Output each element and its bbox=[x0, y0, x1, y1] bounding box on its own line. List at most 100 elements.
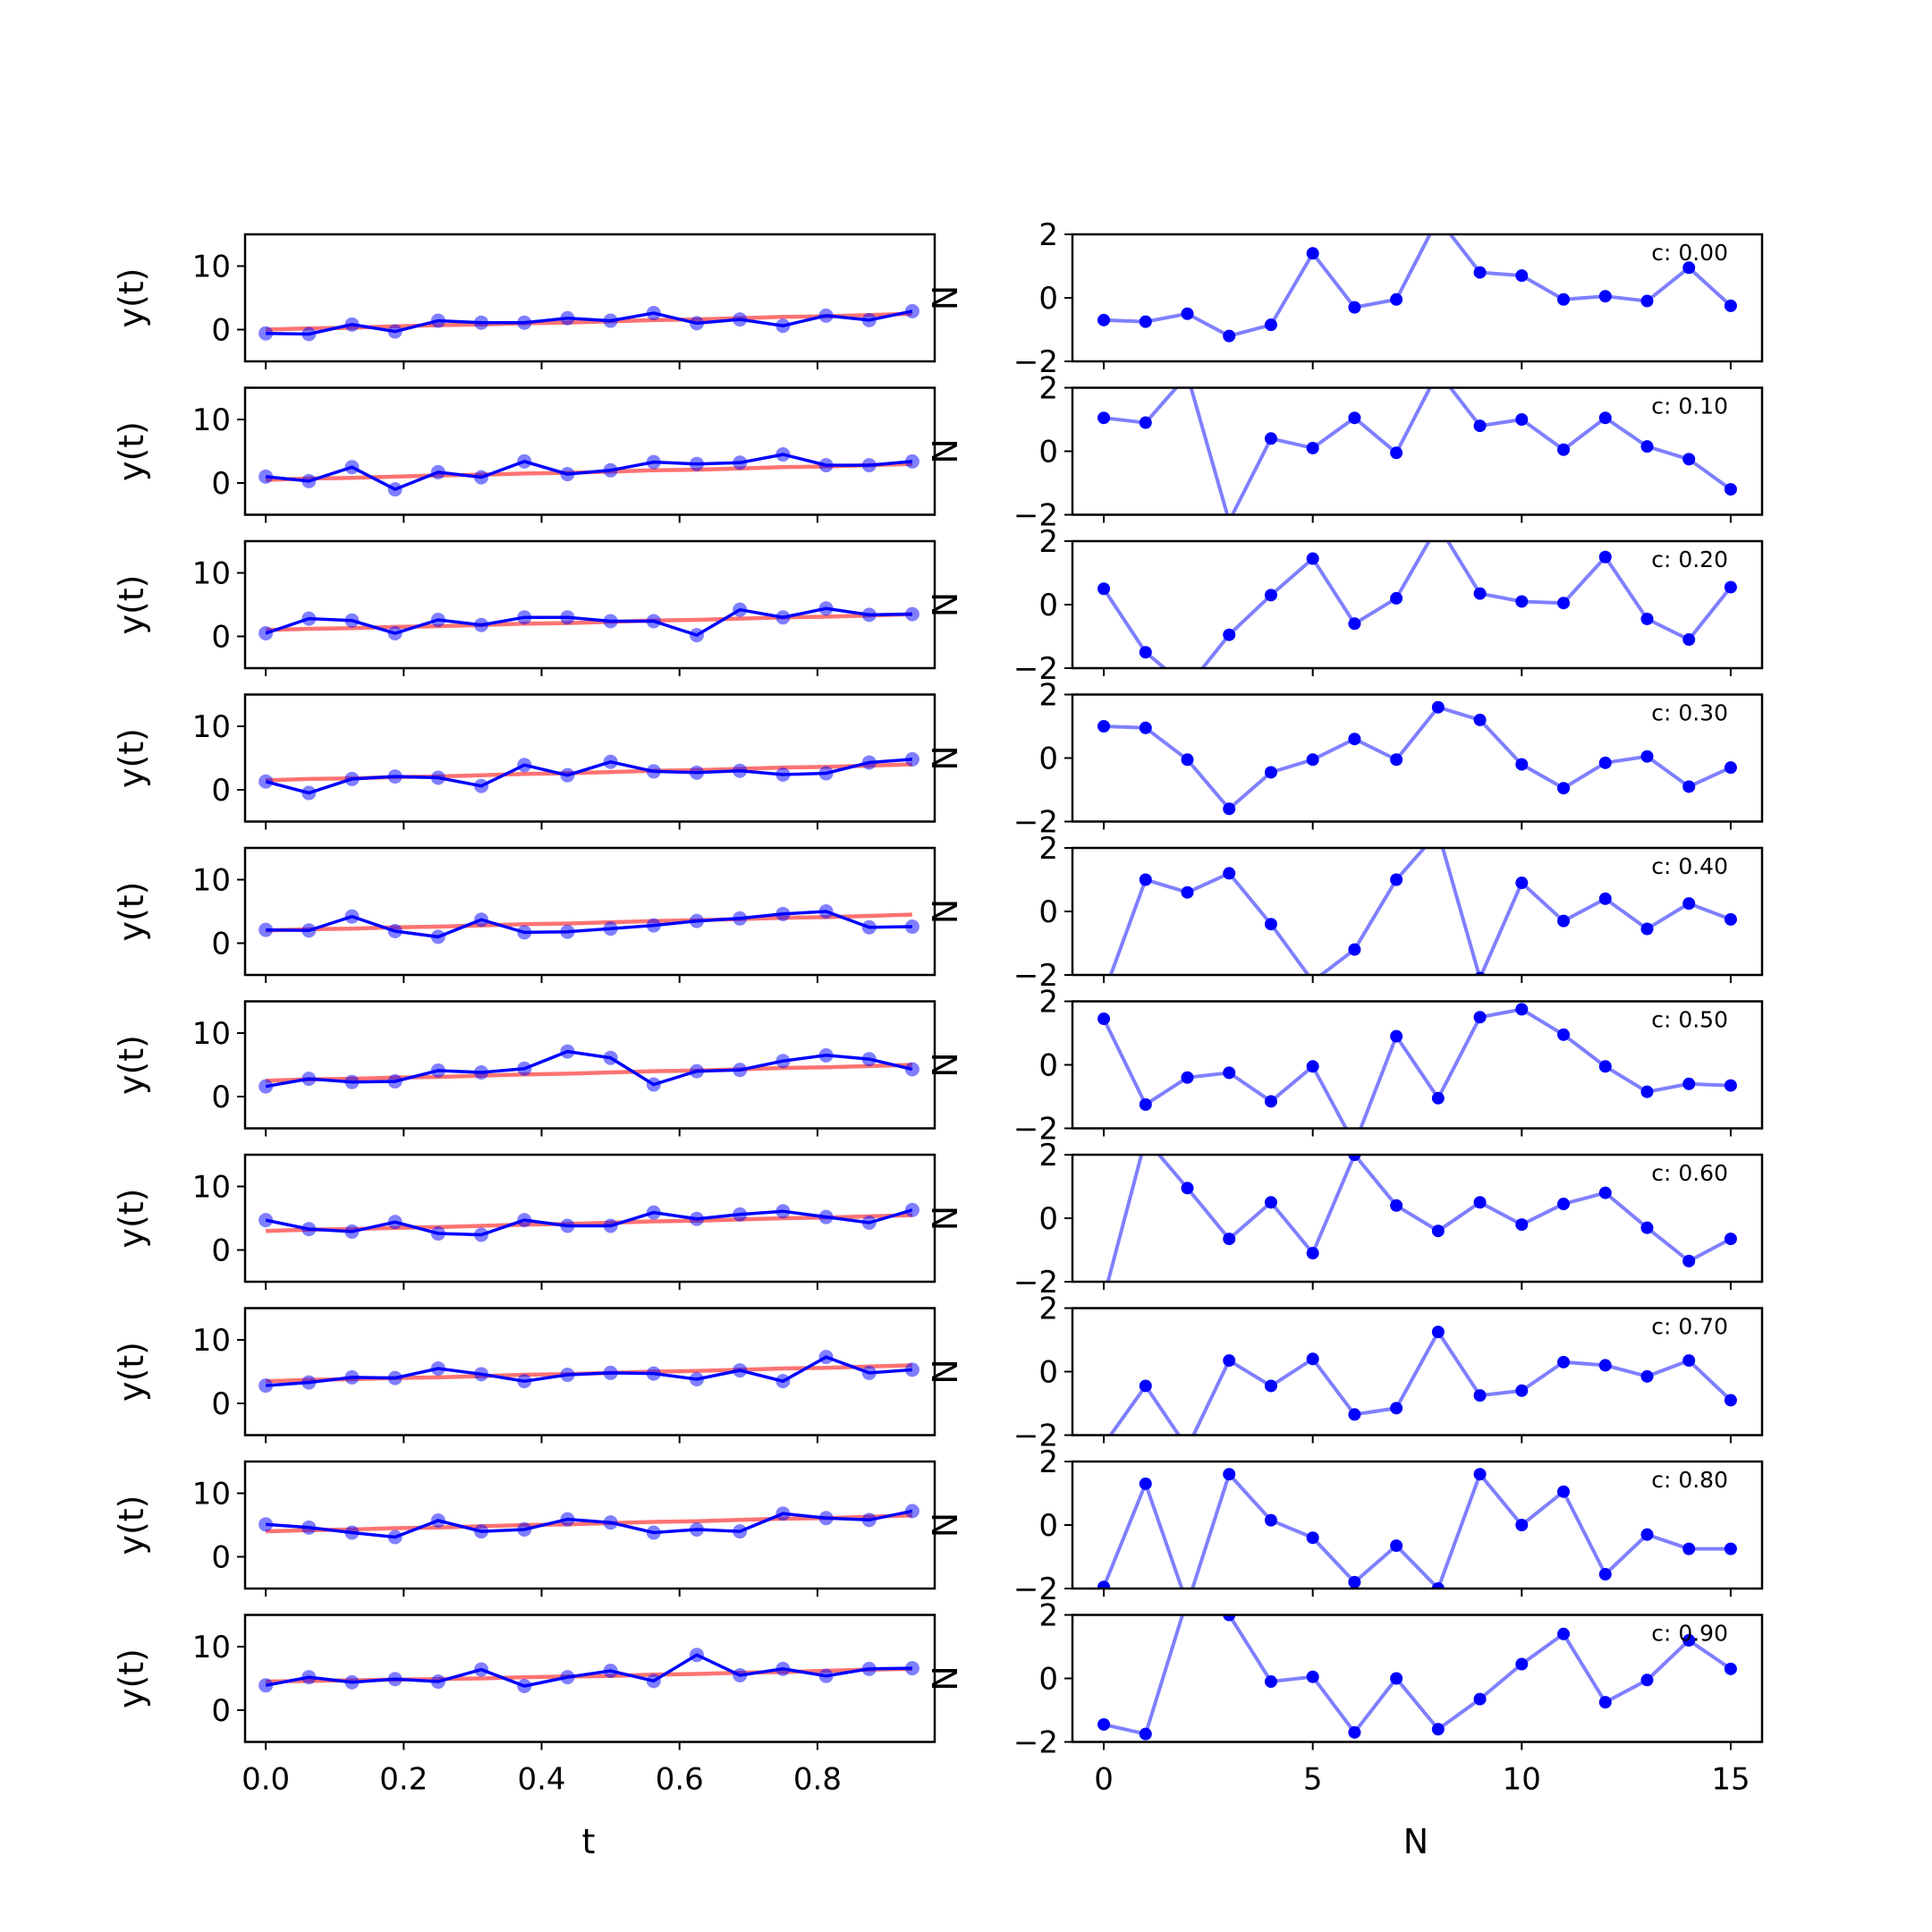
y-axis-label: y(t) bbox=[112, 881, 151, 941]
data-point bbox=[1182, 1593, 1194, 1606]
data-point bbox=[1515, 1003, 1529, 1016]
data-point bbox=[1097, 1292, 1110, 1304]
data-point bbox=[1139, 1097, 1152, 1111]
data-point bbox=[1223, 1354, 1236, 1368]
data-point bbox=[1598, 290, 1612, 303]
data-point bbox=[1223, 867, 1236, 880]
data-line bbox=[265, 453, 913, 492]
data-point bbox=[1640, 1085, 1654, 1098]
panel-data bbox=[1097, 848, 1737, 1000]
data-point bbox=[904, 453, 919, 469]
right-panel-5: c: 0.40 −2 0 2 N bbox=[926, 831, 1764, 1000]
panel-frame bbox=[243, 233, 936, 363]
panel-frame bbox=[243, 1000, 936, 1130]
data-point bbox=[1348, 1725, 1361, 1739]
left-panel-2: 0 10 y(t) bbox=[112, 386, 936, 523]
panel-data bbox=[1097, 366, 1737, 528]
trend-line bbox=[266, 1213, 912, 1233]
data-point bbox=[1473, 587, 1487, 600]
panel-data bbox=[258, 447, 919, 497]
x-tick-label: 0.0 bbox=[242, 1762, 290, 1798]
panel-frame bbox=[243, 1614, 936, 1743]
y-tick-label: 0 bbox=[211, 1693, 231, 1729]
series-line bbox=[1103, 1614, 1733, 1736]
data-point bbox=[1724, 580, 1737, 594]
data-point bbox=[1682, 897, 1696, 911]
data-point bbox=[1181, 1182, 1194, 1195]
data-line bbox=[265, 1355, 913, 1387]
data-point bbox=[1097, 1717, 1111, 1731]
data-point bbox=[904, 919, 919, 935]
y-tick-label: 2 bbox=[1038, 985, 1058, 1021]
data-point bbox=[1724, 1233, 1737, 1246]
data-line bbox=[265, 1653, 912, 1688]
data-point bbox=[1473, 1692, 1487, 1706]
data-point bbox=[1139, 1727, 1152, 1741]
data-point bbox=[1348, 411, 1361, 425]
data-point bbox=[1348, 1408, 1361, 1421]
y-tick-label: 2 bbox=[1038, 1138, 1058, 1174]
data-point bbox=[1306, 1670, 1319, 1683]
data-point bbox=[1348, 1575, 1361, 1589]
data-point bbox=[1640, 1369, 1654, 1383]
panel-data bbox=[258, 1648, 919, 1694]
data-point bbox=[1515, 1384, 1529, 1397]
y-tick-label: 0 bbox=[1038, 1662, 1058, 1698]
data-point bbox=[1223, 329, 1236, 343]
panel-data bbox=[258, 1504, 919, 1545]
series-line bbox=[1106, 1155, 1732, 1282]
panel-frame bbox=[243, 846, 936, 977]
data-point bbox=[1264, 1196, 1277, 1209]
left-panel-8: 0 10 y(t) bbox=[112, 1307, 936, 1444]
x-tick-label: 0.6 bbox=[656, 1762, 704, 1798]
y-axis-label: y(t) bbox=[112, 1495, 151, 1555]
data-point bbox=[1557, 1028, 1571, 1041]
data-point bbox=[904, 606, 919, 622]
data-point bbox=[1139, 873, 1152, 886]
x-tick-label: 15 bbox=[1711, 1762, 1750, 1798]
data-point bbox=[1724, 761, 1737, 775]
correlation-label: c: 0.70 bbox=[1651, 1314, 1728, 1340]
data-point bbox=[1598, 550, 1612, 564]
data-point bbox=[1306, 552, 1319, 565]
data-point bbox=[1097, 411, 1111, 425]
data-point bbox=[1557, 914, 1571, 928]
correlation-label: c: 0.80 bbox=[1651, 1467, 1728, 1493]
y-axis-label: N bbox=[926, 438, 965, 463]
left-panel-10: 0 10 0.0 0.2 0.4 0.6 0.8 y(t) bbox=[112, 1614, 936, 1798]
trend-line bbox=[266, 1513, 912, 1534]
trend-line bbox=[266, 612, 912, 632]
data-point bbox=[904, 303, 919, 318]
y-tick-label: 10 bbox=[192, 863, 231, 899]
data-point bbox=[1139, 315, 1152, 328]
data-point bbox=[1682, 1633, 1696, 1647]
panel-frame bbox=[243, 386, 936, 516]
data-point bbox=[1515, 413, 1529, 426]
right-panel-6: c: 0.50 −2 0 2 N bbox=[926, 985, 1764, 1148]
data-point bbox=[1139, 721, 1152, 734]
panel-data bbox=[1097, 1155, 1737, 1304]
y-tick-label: −2 bbox=[1013, 344, 1058, 380]
panel-data bbox=[258, 601, 919, 643]
data-point bbox=[1515, 758, 1529, 771]
data-point bbox=[1473, 1468, 1487, 1481]
data-point bbox=[1223, 515, 1235, 528]
data-point bbox=[1390, 1539, 1403, 1553]
y-tick-label: −2 bbox=[1013, 805, 1058, 841]
y-tick-label: 10 bbox=[192, 1630, 231, 1665]
data-point bbox=[1139, 646, 1152, 659]
y-tick-label: 10 bbox=[192, 402, 231, 438]
y-tick-label: 0 bbox=[211, 620, 231, 656]
y-axis-label: N bbox=[926, 592, 965, 617]
y-tick-label: 0 bbox=[211, 1080, 231, 1115]
right-panel-8: c: 0.70 −2 0 2 N bbox=[926, 1292, 1764, 1454]
data-point bbox=[1724, 912, 1737, 926]
panel-frame bbox=[243, 693, 936, 823]
y-axis-label: y(t) bbox=[112, 728, 151, 788]
data-point bbox=[1097, 987, 1110, 1000]
data-point bbox=[1473, 266, 1487, 279]
y-tick-label: 2 bbox=[1038, 371, 1058, 407]
data-point bbox=[1306, 1247, 1319, 1260]
data-point bbox=[1264, 589, 1277, 602]
data-point bbox=[1432, 366, 1445, 378]
